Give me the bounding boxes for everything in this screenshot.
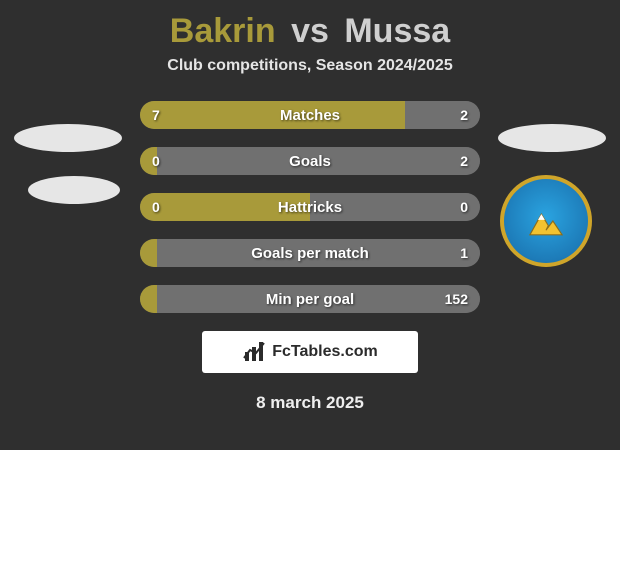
player2-name: Mussa (344, 12, 450, 50)
player2-avatar-placeholder (498, 124, 606, 152)
stat-label: Goals per match (140, 239, 480, 267)
player1-club-placeholder (28, 176, 120, 204)
player1-avatar-placeholder (14, 124, 122, 152)
page-title: Bakrin vs Mussa (0, 12, 620, 51)
stat-row: 7 Matches 2 (140, 101, 480, 129)
stat-row: Min per goal 152 (140, 285, 480, 313)
stat-row: 0 Goals 2 (140, 147, 480, 175)
stat-value-right: 2 (460, 101, 468, 129)
subtitle: Club competitions, Season 2024/2025 (0, 57, 620, 75)
mountain-crest-icon (523, 198, 569, 244)
stat-value-right: 2 (460, 147, 468, 175)
stat-value-right: 152 (445, 285, 468, 313)
stat-row: 0 Hattricks 0 (140, 193, 480, 221)
brand-label: FcTables.com (272, 343, 378, 361)
stat-label: Goals (140, 147, 480, 175)
stat-rows: 7 Matches 2 0 Goals 2 0 Hattricks 0 Goal… (140, 101, 480, 313)
date-label: 8 march 2025 (0, 393, 620, 413)
stat-label: Hattricks (140, 193, 480, 221)
stat-value-right: 1 (460, 239, 468, 267)
brand-badge[interactable]: FcTables.com (202, 331, 418, 373)
stat-row: Goals per match 1 (140, 239, 480, 267)
stat-label: Min per goal (140, 285, 480, 313)
player1-name: Bakrin (170, 12, 276, 50)
vs-label: vs (291, 12, 329, 50)
stat-label: Matches (140, 101, 480, 129)
bar-chart-icon (242, 340, 266, 364)
player2-club-crest (500, 175, 592, 267)
comparison-card: Bakrin vs Mussa Club competitions, Seaso… (0, 0, 620, 450)
stat-value-right: 0 (460, 193, 468, 221)
